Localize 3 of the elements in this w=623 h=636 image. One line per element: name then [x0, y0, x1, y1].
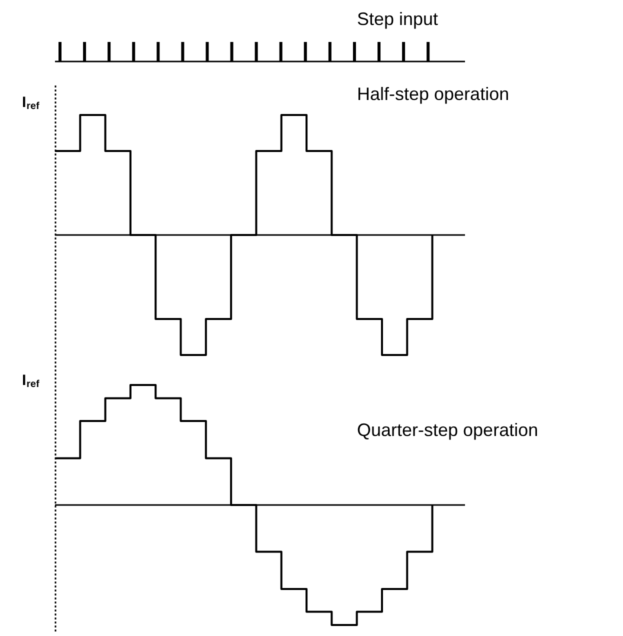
- text: Quarter-step operation: [357, 420, 538, 440]
- chart-title: Half-step operation: [357, 84, 510, 104]
- chart-title: Step input: [357, 9, 438, 29]
